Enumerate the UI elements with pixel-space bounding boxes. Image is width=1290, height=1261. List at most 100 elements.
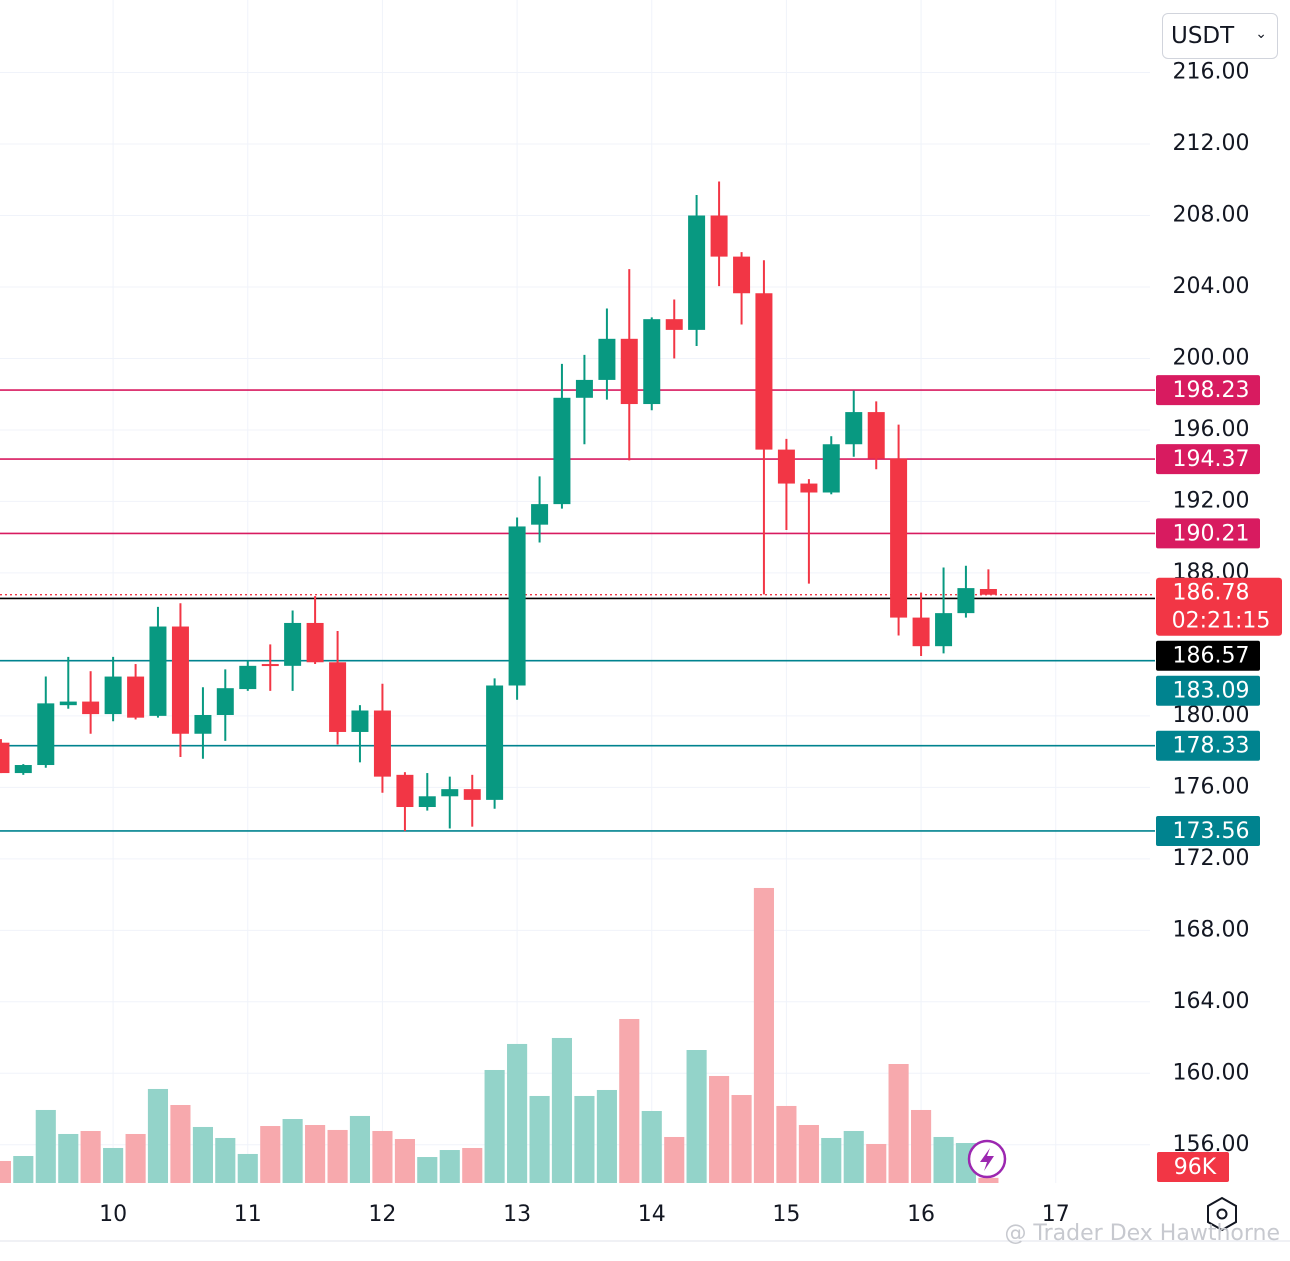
last-price-label: 186.78 [1173,581,1250,606]
candle-body [777,449,795,484]
candle-body [620,338,638,405]
price-line-label-bg [1156,640,1260,671]
y-tick-label: 200.00 [1173,345,1250,370]
candle-body [822,444,840,493]
price-line-label: 194.37 [1173,447,1250,472]
volume-bar [282,1119,303,1183]
volume-bar [551,1037,572,1183]
candle-body [463,789,481,800]
x-tick-label: 15 [772,1202,800,1227]
candle-body [239,665,257,690]
volume-bar [664,1136,685,1183]
candle-body [441,789,459,797]
price-line-label: 190.21 [1173,521,1250,546]
price-line-label-bg [1156,675,1260,706]
candle-body [104,676,122,715]
price-line-label-bg [1156,730,1260,761]
y-tick-label: 208.00 [1173,203,1250,228]
volume-bar [507,1043,528,1183]
volume-bar [147,1088,169,1183]
volume-bar [103,1147,124,1183]
candle-body [486,685,504,800]
y-tick-label: 212.00 [1173,131,1250,156]
price-line-label-bg [1156,518,1260,549]
y-tick-label: 180.00 [1173,703,1250,728]
candle-body [396,774,414,808]
volume-label: 96K [1174,1155,1217,1180]
volume-bar [462,1147,483,1183]
volume-bar [58,1133,79,1183]
candle-body [373,710,391,777]
candle-body [688,215,706,330]
x-tick-label: 16 [907,1202,935,1227]
candle-body [216,688,234,715]
volume-bar [417,1157,438,1183]
volume-bar [439,1150,460,1183]
candle-body [351,710,369,732]
volume-bar [933,1136,954,1183]
chevron: ⌄ [1255,26,1267,42]
price-line-label-bg [1156,444,1260,475]
candle-body [665,319,683,330]
candle-body [306,622,324,663]
candle-body [82,701,100,715]
volume-bar [529,1095,550,1183]
x-tick-label: 10 [99,1202,127,1227]
y-tick-label: 204.00 [1173,274,1250,299]
volume-bar [709,1075,730,1183]
candle-body [59,701,77,706]
candle-body [912,617,930,647]
y-tick-label: 216.00 [1173,60,1250,85]
volume-bar [0,1160,12,1183]
volume-bar [731,1095,752,1183]
price-line-label: 173.56 [1173,819,1250,844]
candle-body [553,397,571,505]
volume-bar [192,1126,213,1183]
y-tick-label: 164.00 [1173,989,1250,1014]
y-tick-label: 196.00 [1173,417,1250,442]
volume-bar [170,1105,191,1183]
candle-body [261,664,279,667]
volume-bar [574,1095,595,1183]
candle-body [845,412,863,445]
volume-bar [843,1130,864,1183]
volume-bar [13,1156,34,1183]
volume-bar [686,1049,707,1183]
candle-body [643,319,661,405]
candle-body [508,526,526,686]
volume-bar [619,1018,640,1183]
volume-bar [372,1130,393,1183]
volume-bar [753,887,774,1183]
candle-body [979,588,997,595]
volume-bar [641,1110,662,1183]
settings-icon[interactable] [1207,1196,1237,1232]
y-tick-label: 176.00 [1173,774,1250,799]
volume-bar [125,1133,146,1183]
candle-body [0,742,10,774]
last-price-label-bg [1156,577,1282,636]
volume-bar [305,1124,326,1183]
currency-select[interactable]: USDT ⌄ [1162,13,1278,59]
currency-label: USDT [1171,23,1235,49]
volume-bar [484,1069,505,1183]
lightning-icon[interactable] [967,1139,1007,1179]
volume-bar [866,1143,887,1183]
countdown-label: 02:21:15 [1172,609,1271,634]
candle-body [598,338,616,380]
candle-body [329,662,347,732]
candle-body [575,379,593,398]
candle-body [284,622,302,666]
candle-body [935,613,953,647]
y-tick-label: 160.00 [1173,1060,1250,1085]
candle-body [733,256,751,294]
volume-bar [327,1129,348,1183]
volume-label-bg [1157,1152,1229,1182]
candle-body [957,588,975,614]
y-tick-label: 172.00 [1173,846,1250,871]
candle-body [867,412,885,459]
candle-body [531,504,549,525]
volume-bar [215,1137,236,1183]
volume-bar [776,1105,797,1183]
